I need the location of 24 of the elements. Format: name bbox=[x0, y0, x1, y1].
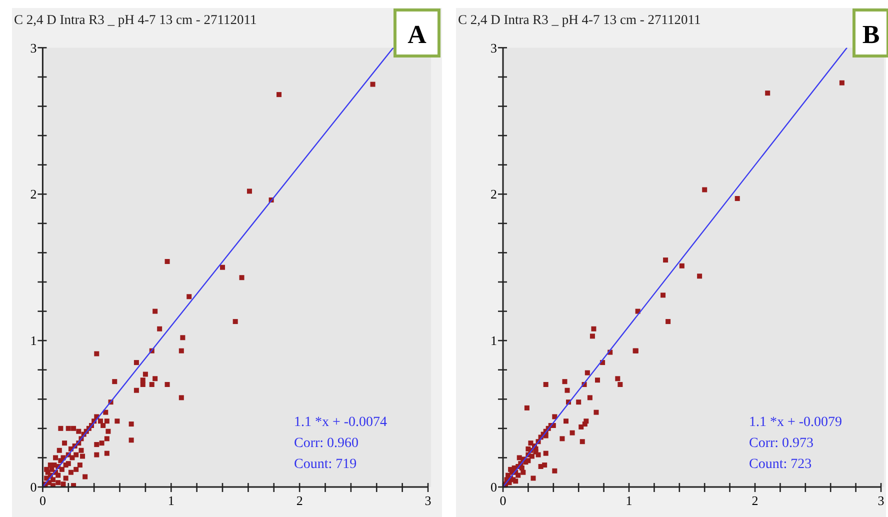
x-tick-label: 1 bbox=[168, 493, 174, 508]
y-tick-label: 2 bbox=[490, 186, 497, 202]
y-tick-label: 1 bbox=[30, 333, 37, 348]
y-tick-label: 1 bbox=[490, 333, 497, 348]
annotation: 1.1 *x + -0.0074 bbox=[294, 415, 388, 430]
annotation: A bbox=[408, 20, 427, 49]
annotation: Corr: 0.960 bbox=[294, 436, 359, 451]
x-tick-label: 2 bbox=[752, 493, 758, 508]
y-tick-label: 3 bbox=[490, 40, 497, 56]
annotation: Count: 723 bbox=[749, 457, 812, 472]
chart-title: C 2,4 D Intra R3 _ pH 4-7 13 cm - 27112011 bbox=[458, 12, 701, 27]
annotation: Count: 719 bbox=[294, 457, 357, 472]
x-tick-label: 3 bbox=[424, 493, 432, 508]
chart-title: C 2,4 D Intra R3 _ pH 4-7 13 cm - 27112011 bbox=[14, 12, 257, 27]
y-tick-label: 0 bbox=[490, 480, 497, 495]
annotation: 1.1 *x + -0.0079 bbox=[749, 415, 842, 430]
x-tick-label: 3 bbox=[878, 493, 884, 508]
y-tick-label: 0 bbox=[30, 480, 37, 495]
annotation: B bbox=[862, 20, 880, 49]
annotation: Corr: 0.973 bbox=[749, 436, 814, 451]
y-tick-label: 2 bbox=[30, 186, 37, 202]
x-tick-label: 1 bbox=[626, 493, 632, 508]
x-tick-label: 2 bbox=[296, 493, 303, 508]
y-tick-label: 3 bbox=[30, 40, 37, 56]
